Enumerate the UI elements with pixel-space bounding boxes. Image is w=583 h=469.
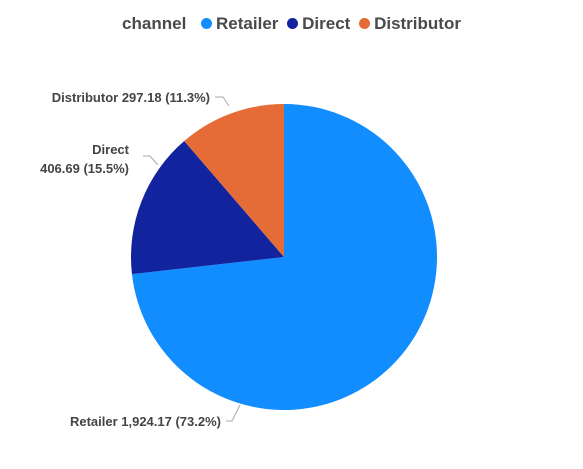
pie-slice-retailer[interactable] <box>131 104 438 410</box>
data-label-retailer: Retailer 1,924.17 (73.2%) <box>70 414 221 429</box>
legend-marker-distributor <box>359 18 371 29</box>
pie-slice-direct[interactable] <box>131 141 284 275</box>
legend-label-direct: Direct <box>302 14 351 33</box>
data-label-direct-value: 406.69 (15.5%) <box>40 161 129 176</box>
leader-lines <box>143 96 241 422</box>
pie-slices <box>131 104 438 410</box>
data-label-direct-name: Direct <box>92 142 130 157</box>
data-label-distributor: Distributor 297.18 (11.3%) <box>52 90 210 105</box>
legend-marker-direct <box>287 18 299 29</box>
legend-marker-retailer <box>201 18 213 29</box>
leader-line-retailer <box>226 404 241 422</box>
pie-slice-distributor[interactable] <box>184 104 284 257</box>
leader-line-direct <box>143 155 159 166</box>
legend-label-retailer: Retailer <box>216 14 279 33</box>
legend-item-distributor[interactable]: Distributor <box>359 14 461 33</box>
legend-item-direct[interactable]: Direct <box>287 14 355 33</box>
leader-line-distributor <box>215 96 230 107</box>
legend: channel Retailer Direct Distributor <box>0 14 583 34</box>
legend-item-retailer[interactable]: Retailer <box>201 14 283 33</box>
legend-label-distributor: Distributor <box>374 14 461 33</box>
legend-title: channel <box>122 14 187 33</box>
